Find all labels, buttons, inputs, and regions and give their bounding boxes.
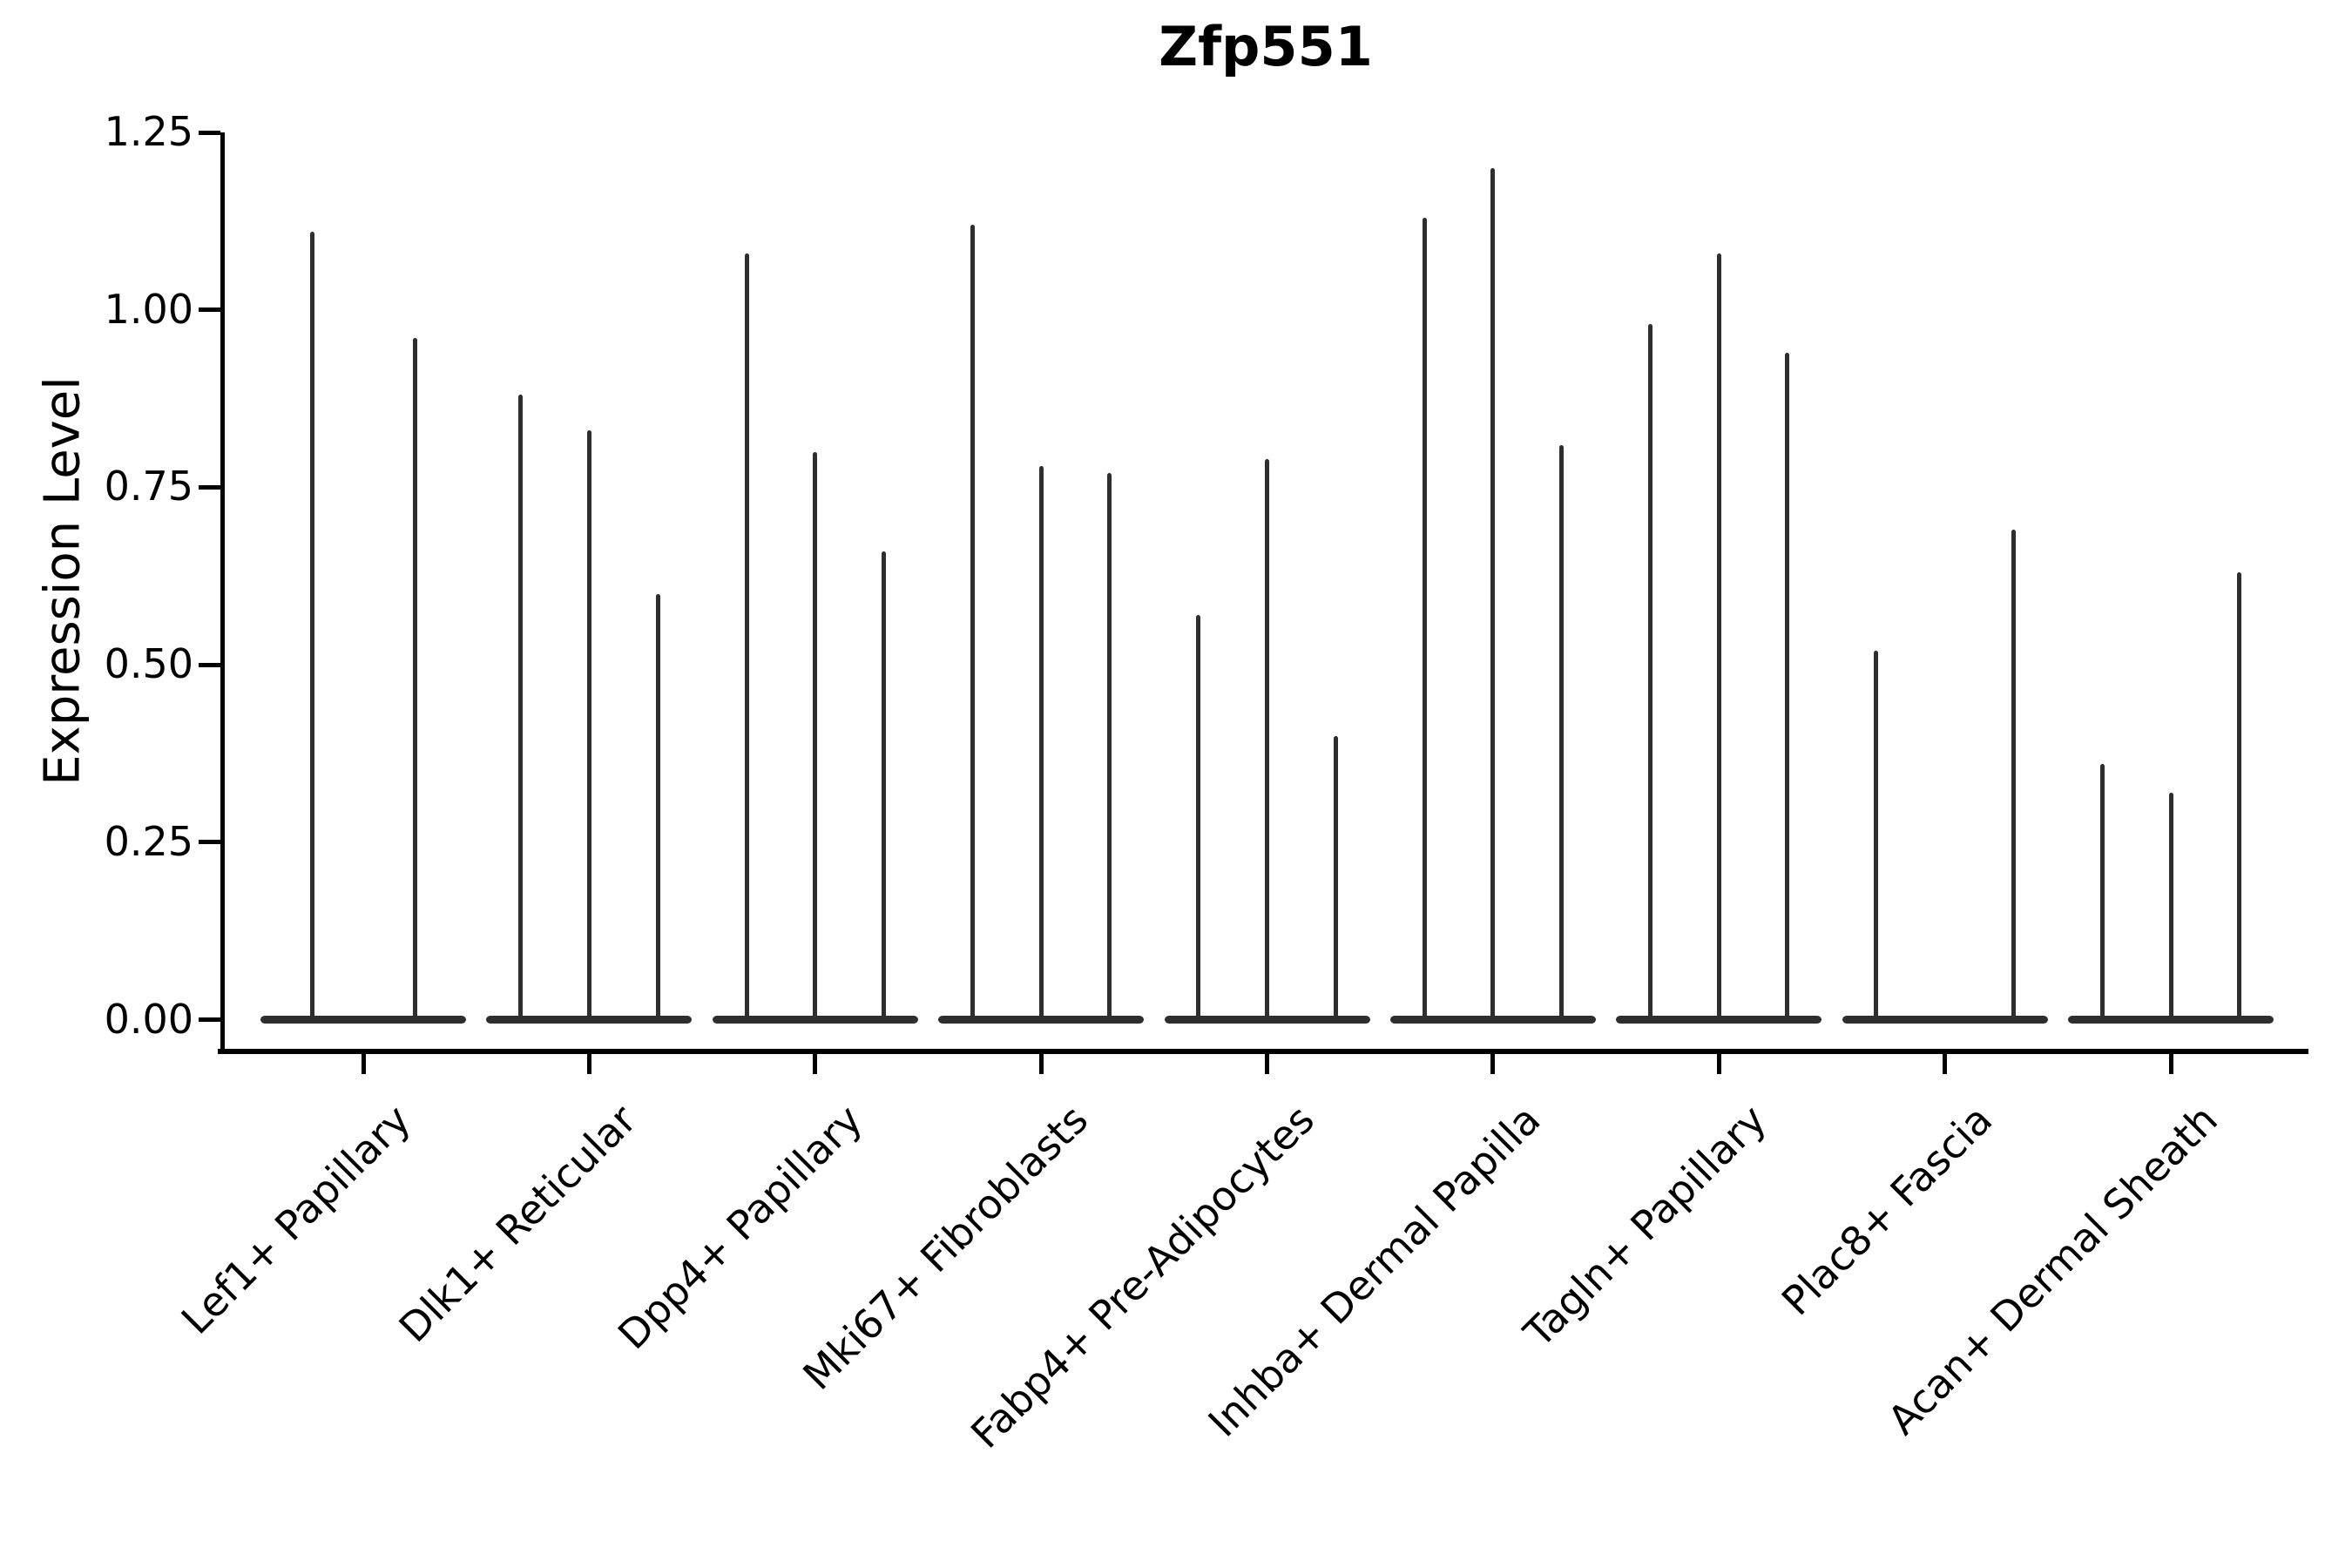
violin-base bbox=[1164, 1016, 1370, 1024]
x-tick bbox=[1716, 1052, 1721, 1074]
violin-spike bbox=[655, 593, 660, 1020]
x-tick bbox=[1265, 1052, 1269, 1074]
violin-spike bbox=[1716, 253, 1721, 1020]
violin-spike bbox=[309, 232, 314, 1020]
y-tick bbox=[199, 484, 220, 490]
violin-spike bbox=[586, 430, 591, 1020]
violin-spike bbox=[1490, 167, 1496, 1020]
y-tick bbox=[199, 130, 220, 135]
x-tick bbox=[2168, 1052, 2173, 1074]
x-tick-label: Lef1+ Papillary bbox=[172, 1096, 420, 1343]
x-tick bbox=[586, 1052, 591, 1074]
violin-spike bbox=[1038, 465, 1044, 1020]
violin-base bbox=[1616, 1016, 1822, 1024]
violin-spike bbox=[1785, 352, 1790, 1020]
violin-base bbox=[938, 1016, 1145, 1024]
x-tick-label: Plac8+ Fascia bbox=[1772, 1096, 2001, 1325]
violin-base bbox=[1389, 1016, 1596, 1024]
y-tick bbox=[199, 308, 220, 313]
violin-spike bbox=[744, 253, 749, 1020]
violin-spike bbox=[518, 395, 524, 1020]
violin-spike bbox=[1107, 473, 1112, 1020]
violin-spike bbox=[1559, 444, 1565, 1020]
violin-spike bbox=[1648, 323, 1653, 1020]
violin-spike bbox=[2168, 792, 2173, 1020]
x-tick bbox=[361, 1052, 366, 1074]
violin-spike bbox=[970, 224, 975, 1020]
chart-title: Zfp551 bbox=[1159, 15, 1373, 78]
violin-base bbox=[260, 1016, 466, 1024]
x-tick-label: Dpp4+ Papillary bbox=[608, 1096, 871, 1359]
violin-spike bbox=[2099, 764, 2105, 1020]
y-tick-label: 0.25 bbox=[104, 817, 193, 865]
violin-spike bbox=[881, 551, 886, 1020]
y-tick bbox=[199, 1017, 220, 1022]
x-axis-spine bbox=[218, 1049, 2308, 1054]
violin-spike bbox=[412, 338, 417, 1020]
violin-spike bbox=[1265, 458, 1269, 1020]
y-tick bbox=[199, 662, 220, 667]
violin-spike bbox=[813, 451, 818, 1020]
y-tick-label: 0.50 bbox=[104, 640, 193, 688]
y-axis-spine bbox=[220, 132, 225, 1054]
violin-spike bbox=[1196, 615, 1201, 1020]
x-tick bbox=[1490, 1052, 1496, 1074]
violin-base bbox=[1842, 1016, 2048, 1024]
x-tick bbox=[1943, 1052, 1948, 1074]
x-tick bbox=[1038, 1052, 1044, 1074]
x-tick-label: Tagln+ Papillary bbox=[1514, 1096, 1775, 1356]
violin-spike bbox=[1874, 650, 1879, 1020]
violin-base bbox=[486, 1016, 693, 1024]
y-tick-label: 1.00 bbox=[104, 285, 193, 333]
violin-spike bbox=[1422, 217, 1427, 1020]
y-tick-label: 0.00 bbox=[104, 995, 193, 1043]
x-tick-label: Dlk1+ Reticular bbox=[389, 1096, 645, 1352]
violin-spike bbox=[1333, 735, 1338, 1020]
violin-spike bbox=[2011, 530, 2016, 1020]
y-tick-label: 1.25 bbox=[104, 107, 193, 155]
y-tick bbox=[199, 840, 220, 845]
violin-base bbox=[712, 1016, 918, 1024]
y-tick-label: 0.75 bbox=[104, 463, 193, 510]
x-tick bbox=[813, 1052, 818, 1074]
violin-base bbox=[2068, 1016, 2274, 1024]
violin-spike bbox=[2237, 572, 2242, 1020]
